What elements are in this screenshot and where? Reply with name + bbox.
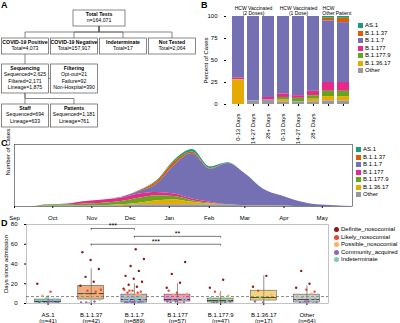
svg-text:Patient: Patient	[336, 10, 352, 16]
svg-text:HCWOther: HCWOther	[322, 5, 335, 16]
svg-text:Feb: Feb	[204, 215, 215, 221]
svg-text:Other(n=64): Other(n=64)	[298, 312, 316, 323]
svg-text:COVID-19 Negative: COVID-19 Negative	[51, 39, 98, 45]
svg-text:Lineage=1,875: Lineage=1,875	[8, 84, 43, 90]
svg-text:Not Tested: Not Tested	[159, 39, 185, 45]
svg-text:Failure=92: Failure=92	[62, 78, 87, 84]
svg-text:0-13 Days: 0-13 Days	[235, 114, 241, 141]
svg-text:75: 75	[211, 35, 218, 41]
svg-text:May: May	[317, 215, 328, 221]
svg-text:14-27 Days: 14-27 Days	[295, 114, 301, 145]
svg-text:Days since admission: Days since admission	[3, 235, 9, 293]
svg-text:Nov: Nov	[87, 215, 98, 221]
svg-text:Filtered=2,171: Filtered=2,171	[8, 78, 41, 84]
svg-text:14-27 Days: 14-27 Days	[250, 114, 256, 145]
svg-text:20: 20	[11, 281, 18, 287]
svg-text:Filtering: Filtering	[64, 65, 84, 71]
svg-text:B.1.36.17(n=17): B.1.36.17(n=17)	[251, 312, 277, 323]
svg-text:Lineage=633: Lineage=633	[10, 118, 40, 124]
svg-text:28+ Days: 28+ Days	[265, 114, 271, 140]
svg-text:**: **	[175, 230, 181, 237]
svg-text:Staff: Staff	[19, 105, 31, 111]
svg-text:Number of Cases: Number of Cases	[5, 129, 11, 176]
svg-text:28+ Days: 28+ Days	[310, 114, 316, 140]
svg-text:Sequenced=694: Sequenced=694	[6, 111, 44, 117]
svg-text:Lineage=761: Lineage=761	[59, 118, 89, 124]
svg-text:100: 100	[207, 13, 218, 19]
svg-text:Non-Hospital=390: Non-Hospital=390	[53, 84, 95, 90]
svg-text:25: 25	[211, 79, 218, 85]
svg-text:Opt-out=21: Opt-out=21	[61, 71, 87, 77]
svg-text:AS.1(n=41): AS.1(n=41)	[39, 312, 57, 323]
svg-text:Percent of Cases: Percent of Cases	[203, 37, 209, 83]
svg-text:Total Tests: Total Tests	[86, 11, 113, 17]
svg-text:Jan: Jan	[164, 215, 174, 221]
svg-text:B.1.1.7(n=889): B.1.1.7(n=889)	[124, 312, 145, 323]
svg-text:B.1.177(n=57): B.1.177(n=57)	[167, 312, 188, 323]
svg-text:n=164,071: n=164,071	[87, 17, 112, 23]
svg-text:40: 40	[11, 261, 18, 267]
svg-text:0-13 Days: 0-13 Days	[280, 114, 286, 141]
svg-text:60: 60	[11, 241, 18, 247]
svg-text:Indeterminate: Indeterminate	[106, 39, 140, 45]
svg-text:Sep: Sep	[9, 215, 20, 221]
svg-text:Total=17: Total=17	[113, 45, 133, 51]
svg-text:Total=4,073: Total=4,073	[12, 45, 39, 51]
svg-text:0: 0	[214, 101, 218, 107]
svg-text:Sequencing: Sequencing	[10, 65, 39, 71]
svg-text:B.1.1.37(n=42): B.1.1.37(n=42)	[80, 312, 103, 323]
svg-text:Total=157,917: Total=157,917	[58, 45, 91, 51]
svg-text:Sequenced=1,181: Sequenced=1,181	[53, 111, 95, 117]
svg-text:Patients: Patients	[64, 105, 84, 111]
svg-text:B.1.177.9(n=47): B.1.177.9(n=47)	[208, 312, 234, 323]
svg-text:50: 50	[211, 57, 218, 63]
svg-text:Apr: Apr	[279, 215, 288, 221]
svg-text:Oct: Oct	[48, 215, 58, 221]
svg-text:Total=2,064: Total=2,064	[159, 45, 186, 51]
svg-text:***: ***	[109, 222, 117, 229]
svg-text:Sequenced=2,625: Sequenced=2,625	[4, 71, 46, 77]
svg-text:***: ***	[152, 238, 160, 245]
svg-text:HCW Vaccinated(2 Doses): HCW Vaccinated(2 Doses)	[235, 5, 273, 16]
svg-text:HCW Vaccinated(1 Dose): HCW Vaccinated(1 Dose)	[280, 5, 318, 16]
svg-text:COVID-19 Positive: COVID-19 Positive	[2, 39, 47, 45]
svg-text:80: 80	[11, 221, 18, 227]
svg-text:0: 0	[14, 300, 18, 306]
svg-text:Dec: Dec	[125, 215, 136, 221]
svg-text:Mar: Mar	[240, 215, 250, 221]
